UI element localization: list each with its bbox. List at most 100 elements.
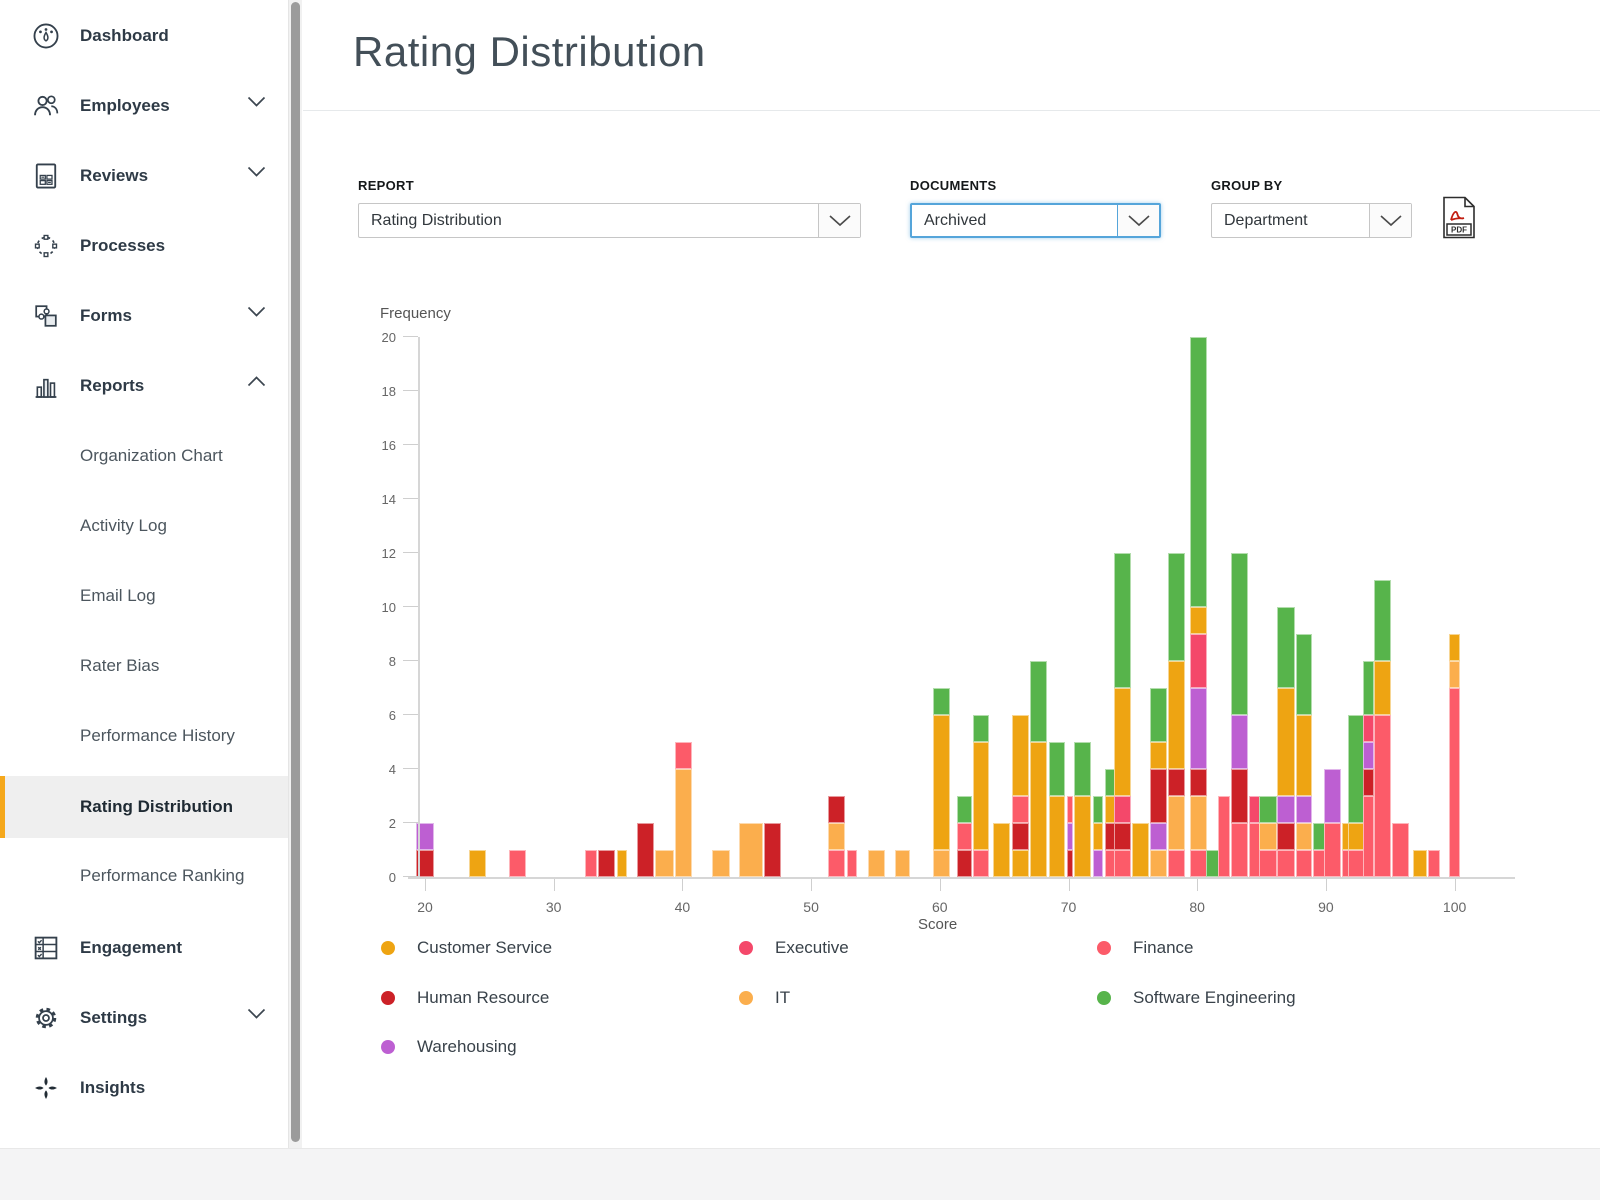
sidebar-scrollbar-thumb[interactable]	[291, 2, 300, 1142]
bar-segment-se[interactable]	[972, 715, 990, 742]
bar-segment-se[interactable]	[1259, 796, 1277, 823]
report-select[interactable]: Rating Distribution	[358, 203, 861, 238]
bar-segment-se[interactable]	[1189, 337, 1207, 607]
bar-segment-it[interactable]	[828, 823, 846, 850]
bar-segment-fin[interactable]	[1277, 850, 1295, 877]
bar-segment-fin[interactable]	[1428, 850, 1440, 877]
bar-segment-it[interactable]	[1448, 661, 1461, 688]
bar-segment-cs[interactable]	[469, 850, 487, 877]
bar-segment-fin[interactable]	[1012, 796, 1030, 823]
chevron-down-icon[interactable]	[818, 204, 860, 237]
bar-segment-fin[interactable]	[1067, 796, 1073, 823]
bar-segment-fin[interactable]	[1448, 688, 1461, 877]
bar-segment-cs[interactable]	[1093, 823, 1103, 850]
bar-segment-it[interactable]	[894, 850, 911, 877]
bar-segment-fin[interactable]	[1392, 823, 1410, 877]
bar-segment-it[interactable]	[654, 850, 674, 877]
bar-segment-wh[interactable]	[1362, 742, 1374, 769]
bar-segment-se[interactable]	[1048, 742, 1066, 796]
bar-segment-hr[interactable]	[1168, 769, 1186, 796]
bar-segment-fin[interactable]	[828, 850, 846, 877]
sidebar-item-settings[interactable]: Settings	[0, 992, 288, 1044]
sidebar-subitem-email-log[interactable]: Email Log	[0, 572, 288, 620]
group-by-select[interactable]: Department	[1211, 203, 1412, 238]
bar-segment-it[interactable]	[868, 850, 886, 877]
bar-segment-cs[interactable]	[1277, 688, 1295, 796]
sidebar-subitem-performance-history[interactable]: Performance History	[0, 712, 288, 760]
bar-segment-fin[interactable]	[1217, 796, 1231, 877]
bar-segment-hr[interactable]	[956, 850, 972, 877]
bar-segment-hr[interactable]	[1150, 769, 1168, 823]
bar-segment-wh[interactable]	[1231, 715, 1249, 769]
bar-segment-it[interactable]	[1150, 850, 1168, 877]
bar-segment-se[interactable]	[1150, 688, 1168, 742]
bar-segment-hr[interactable]	[1012, 823, 1030, 850]
bar-segment-fin[interactable]	[1259, 850, 1277, 877]
bar-segment-fin[interactable]	[509, 850, 527, 877]
bar-segment-cs[interactable]	[1295, 715, 1313, 796]
bar-segment-fin[interactable]	[956, 823, 972, 850]
sidebar-subitem-rater-bias[interactable]: Rater Bias	[0, 642, 288, 690]
bar-segment-fin[interactable]	[1323, 823, 1341, 877]
sidebar-item-reviews[interactable]: Reviews	[0, 150, 288, 202]
bar-segment-wh[interactable]	[1189, 688, 1207, 769]
sidebar-subitem-activity-log[interactable]: Activity Log	[0, 502, 288, 550]
bar-segment-fin[interactable]	[1168, 850, 1186, 877]
bar-segment-se[interactable]	[1074, 742, 1092, 796]
bar-segment-fin[interactable]	[1362, 796, 1374, 877]
bar-segment-hr[interactable]	[1189, 769, 1207, 796]
bar-segment-hr[interactable]	[1114, 823, 1132, 850]
bar-segment-hr[interactable]	[636, 823, 654, 877]
bar-segment-wh[interactable]	[1277, 796, 1295, 823]
bar-segment-cs[interactable]	[1132, 823, 1150, 877]
bar-segment-it[interactable]	[1295, 823, 1313, 850]
bar-segment-hr[interactable]	[1067, 850, 1073, 877]
bar-segment-fin[interactable]	[972, 850, 990, 877]
sidebar-item-dashboard[interactable]: Dashboard	[0, 10, 288, 62]
sidebar-item-reports[interactable]: Reports	[0, 360, 288, 412]
bar-segment-it[interactable]	[932, 850, 950, 877]
bar-segment-cs[interactable]	[1048, 796, 1066, 877]
bar-segment-fin[interactable]	[1295, 850, 1313, 877]
bar-segment-cs[interactable]	[1012, 850, 1030, 877]
sidebar-item-insights[interactable]: Insights	[0, 1062, 288, 1114]
sidebar-item-employees[interactable]: Employees	[0, 80, 288, 132]
bar-segment-fin[interactable]	[584, 850, 598, 877]
bar-segment-cs[interactable]	[972, 742, 990, 850]
bar-segment-cs[interactable]	[1114, 688, 1132, 796]
bar-segment-it[interactable]	[1259, 823, 1277, 850]
sidebar-subitem-rating-distribution[interactable]: Rating Distribution	[0, 776, 288, 838]
sidebar-item-processes[interactable]: Processes	[0, 220, 288, 272]
bar-segment-wh[interactable]	[1323, 769, 1341, 823]
bar-segment-exec[interactable]	[1362, 715, 1374, 742]
bar-segment-se[interactable]	[1277, 607, 1295, 688]
bar-segment-fin[interactable]	[847, 850, 858, 877]
bar-segment-cs[interactable]	[993, 823, 1011, 877]
bar-segment-cs[interactable]	[1189, 607, 1207, 634]
bar-segment-it[interactable]	[1189, 796, 1207, 850]
bar-segment-wh[interactable]	[1150, 823, 1168, 850]
bar-segment-wh[interactable]	[416, 823, 434, 850]
bar-segment-cs[interactable]	[1012, 715, 1030, 796]
bar-segment-wh[interactable]	[1093, 850, 1103, 877]
bar-segment-it[interactable]	[738, 823, 763, 877]
chevron-down-icon[interactable]	[1117, 205, 1159, 236]
bar-segment-cs[interactable]	[1074, 796, 1092, 877]
bar-segment-hr[interactable]	[764, 823, 781, 877]
bar-segment-fin[interactable]	[1373, 715, 1392, 877]
bar-segment-cs[interactable]	[1168, 661, 1186, 769]
bar-segment-se[interactable]	[1114, 553, 1132, 688]
bar-segment-fin[interactable]	[1114, 850, 1132, 877]
bar-segment-hr[interactable]	[416, 850, 434, 877]
documents-select[interactable]: Archived	[910, 203, 1161, 238]
bar-segment-cs[interactable]	[1448, 634, 1461, 661]
bar-segment-hr[interactable]	[828, 796, 846, 823]
bar-segment-hr[interactable]	[1277, 823, 1295, 850]
bar-segment-se[interactable]	[1231, 553, 1249, 715]
bar-segment-se[interactable]	[1295, 634, 1313, 715]
bar-segment-exec[interactable]	[1114, 796, 1132, 823]
bar-segment-fin[interactable]	[675, 742, 693, 769]
bar-segment-wh[interactable]	[1067, 823, 1073, 850]
sidebar-item-forms[interactable]: Forms	[0, 290, 288, 342]
bar-segment-it[interactable]	[712, 850, 730, 877]
